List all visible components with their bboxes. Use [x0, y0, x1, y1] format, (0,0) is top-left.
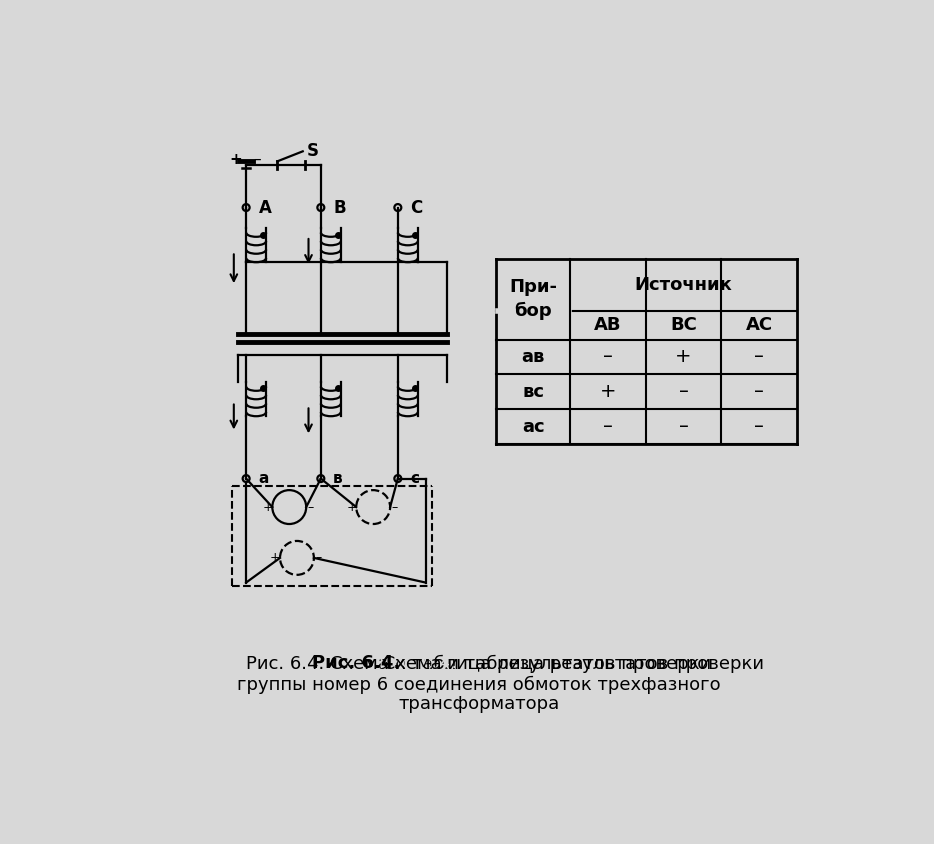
Text: B: B — [333, 198, 346, 217]
Text: При-
бор: При- бор — [509, 279, 558, 320]
Text: –: – — [754, 382, 764, 401]
Text: –: – — [678, 417, 688, 436]
Text: a: a — [259, 471, 269, 486]
Text: –: – — [316, 551, 321, 565]
Text: +: + — [347, 500, 357, 513]
Text: АВ: АВ — [594, 316, 621, 334]
Text: C: C — [410, 198, 422, 217]
Text: +: + — [262, 500, 273, 513]
Text: Источник: Источник — [634, 276, 732, 294]
Text: +: + — [675, 348, 692, 366]
Text: АС: АС — [745, 316, 772, 334]
Text: –: – — [253, 152, 261, 166]
Text: +: + — [270, 551, 281, 565]
Text: –: – — [754, 348, 764, 366]
Text: группы номер 6 соединения обмоток трехфазного: группы номер 6 соединения обмоток трехфа… — [237, 676, 720, 694]
Text: Схема и таблица результатов проверки: Схема и таблица результатов проверки — [377, 654, 764, 673]
Text: вс: вс — [522, 382, 545, 401]
Text: –: – — [678, 382, 688, 401]
Text: –: – — [602, 417, 613, 436]
Text: A: A — [259, 198, 272, 217]
Text: ав: ав — [521, 348, 545, 366]
Text: Рис. 6.4.: Рис. 6.4. — [378, 654, 457, 673]
Text: –: – — [754, 417, 764, 436]
Text: +: + — [229, 152, 242, 166]
Text: трансформатора: трансформатора — [398, 695, 559, 713]
Text: –: – — [307, 500, 314, 513]
Text: –: – — [602, 348, 613, 366]
Text: –: – — [391, 500, 398, 513]
Text: S: S — [306, 143, 318, 160]
Text: ВС: ВС — [670, 316, 697, 334]
Text: Рис. 6.4. Схема и таблица результатов проверки: Рис. 6.4. Схема и таблица результатов пр… — [246, 654, 712, 673]
Text: Рис. 6.4.: Рис. 6.4. — [312, 654, 400, 673]
Text: ас: ас — [522, 418, 545, 436]
Text: в: в — [333, 471, 343, 486]
Text: +: + — [600, 382, 616, 401]
Text: с: с — [410, 471, 419, 486]
